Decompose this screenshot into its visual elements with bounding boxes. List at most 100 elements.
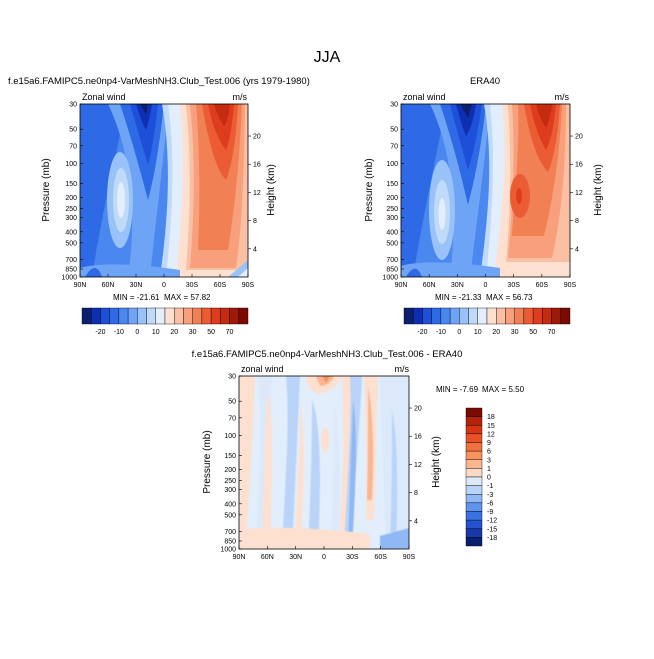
colorbar-obs-label: 30 (511, 329, 519, 336)
panel-model-x-tick-label: 30N (130, 282, 143, 289)
panel-obs-title: ERA40 (470, 76, 500, 87)
colorbar-model-label: -20 (95, 329, 105, 336)
colorbar-diff-label: 18 (487, 414, 495, 421)
colorbar-obs-label: 10 (474, 329, 482, 336)
panel-obs-y-tick-label: 150 (386, 181, 398, 188)
panel-model-left-label: Zonal wind (82, 92, 126, 102)
panel-diff-x-tick-label: 90N (233, 554, 246, 561)
panel-obs-x-tick-label: 0 (484, 282, 488, 289)
panel-model-y-tick-label: 700 (65, 257, 77, 264)
colorbar-diff-label: -3 (487, 492, 493, 499)
panel-model-x-tick-label: 0 (162, 282, 166, 289)
panel-model-y-tick-label: 100 (65, 161, 77, 168)
panel-obs-y-tick-label: 30 (390, 102, 398, 109)
colorbar-model-swatch (220, 307, 230, 325)
panel-model-y-tick-label: 150 (65, 181, 77, 188)
panel-diff-ylabel: Pressure (mb) (202, 430, 213, 493)
panel-model-y-tick-label: 300 (65, 215, 77, 222)
panel-diff-y-right-tick-label: 20 (414, 406, 422, 413)
panel-model: f.e15a6.FAMIPC5.ne0np4-VarMeshNH3.Club_T… (8, 76, 310, 336)
panel-obs-x-tick-label: 60N (423, 282, 436, 289)
colorbar-obs-swatch (459, 307, 469, 325)
panel-model-y-right-tick-label: 4 (253, 246, 257, 253)
panel-model-y-tick-label: 30 (69, 102, 77, 109)
colorbar-obs-label: -10 (436, 329, 446, 336)
panel-diff-max: MAX = 5.50 (482, 385, 525, 394)
panel-diff-y-tick-label: 400 (224, 501, 236, 508)
colorbar-diff-swatch (465, 425, 483, 435)
colorbar-diff-label: 1 (487, 466, 491, 473)
panel-obs-y-ticks: 30 50 70 100 150 200 250 300 400 500 700 850 1000 (382, 102, 404, 282)
panel-obs-min: MIN = -21.33 (435, 293, 482, 302)
panel-obs-y-tick-label: 1000 (382, 275, 398, 282)
figure-title: JJA (314, 49, 341, 66)
colorbar-obs-label: 20 (492, 329, 500, 336)
colorbar-diff-label: -12 (487, 518, 497, 525)
colorbar-obs-swatch (542, 307, 552, 325)
colorbar-diff-swatch (465, 519, 483, 529)
panel-diff-y-tick-label: 850 (224, 538, 236, 545)
panel-diff-y-tick-label: 700 (224, 529, 236, 536)
colorbar-obs-swatch (551, 307, 561, 325)
colorbar-obs-swatch (468, 307, 478, 325)
panel-diff-field (239, 376, 409, 549)
panel-obs-ylabel: Pressure (mb) (364, 158, 375, 221)
colorbar-model-swatch (127, 307, 138, 325)
panel-diff-y-right-tick-label: 4 (414, 518, 418, 525)
panel-diff: f.e15a6.FAMIPC5.ne0np4-VarMeshNH3.Club_T… (192, 349, 525, 561)
colorbar-obs-swatch (560, 307, 571, 325)
panel-model-y-tick-label: 250 (65, 206, 77, 213)
colorbar-model-label: 70 (226, 329, 234, 336)
colorbar-model-swatch (109, 307, 120, 325)
panel-model-ylabel: Pressure (mb) (41, 158, 52, 221)
panel-diff-y-tick-label: 70 (228, 415, 236, 422)
panel-model-y-tick-label: 70 (69, 143, 77, 150)
colorbar-obs-label: -20 (417, 329, 427, 336)
colorbar-obs: -20 -10 0 10 20 30 50 70 (403, 307, 571, 336)
panel-model-x-tick-label: 60N (102, 282, 115, 289)
panel-obs-y-right-tick-label: 4 (575, 246, 579, 253)
panel-diff-x-tick-label: 30N (289, 554, 302, 561)
colorbar-diff-swatch (465, 433, 483, 443)
colorbar-model-swatch (164, 307, 175, 325)
panel-model-ylabel-right: Height (km) (266, 164, 277, 216)
panel-obs-y-ticks-right: 20 16 12 8 4 (570, 134, 583, 253)
panel-diff-y-right-tick-label: 8 (414, 490, 418, 497)
panel-obs-y-tick-label: 700 (386, 257, 398, 264)
panel-obs-x-tick-label: 30S (507, 282, 520, 289)
colorbar-obs-label: 0 (457, 329, 461, 336)
panel-obs-y-tick-label: 70 (390, 143, 398, 150)
colorbar-diff-label: -18 (487, 535, 497, 542)
panel-model-x-tick-label: 60S (214, 282, 227, 289)
colorbar-diff-swatch (465, 416, 483, 426)
panel-model-title: f.e15a6.FAMIPC5.ne0np4-VarMeshNH3.Club_T… (8, 76, 310, 87)
panel-model-x-tick-label: 90S (242, 282, 255, 289)
colorbar-diff-label: 6 (487, 449, 491, 456)
colorbar-obs-swatch (403, 307, 414, 325)
colorbar-model-swatch (81, 307, 92, 325)
panel-obs-y-tick-label: 300 (386, 215, 398, 222)
panel-diff-right-label: m/s (395, 364, 410, 374)
panel-obs-y-right-tick-label: 16 (575, 162, 583, 169)
colorbar-model-label: -10 (114, 329, 124, 336)
panel-diff-ylabel-right: Height (km) (431, 436, 442, 488)
panel-obs-x-tick-label: 30N (451, 282, 464, 289)
panel-obs-field (401, 104, 570, 277)
colorbar-diff-label: -1 (487, 483, 493, 490)
panel-obs-max: MAX = 56.73 (486, 293, 533, 302)
colorbar-diff-swatch (465, 459, 483, 469)
panel-obs-right-label: m/s (555, 92, 570, 102)
colorbar-obs-swatch (514, 307, 525, 325)
panel-diff-x-ticks: 90N 60N 30N 0 30S 60S 90S (233, 546, 416, 561)
panel-diff-y-tick-label: 100 (224, 433, 236, 440)
colorbar-obs-swatch (496, 307, 506, 325)
colorbar-model-swatch (118, 307, 129, 325)
panel-diff-y-tick-label: 30 (228, 374, 236, 381)
colorbar-model-swatch (201, 307, 212, 325)
panel-model-right-label: m/s (233, 92, 248, 102)
panel-obs-left-label: zonal wind (403, 92, 446, 102)
panel-diff-left-label: zonal wind (241, 364, 284, 374)
panel-obs-x-tick-label: 90S (564, 282, 577, 289)
panel-obs-x-tick-label: 60S (536, 282, 549, 289)
